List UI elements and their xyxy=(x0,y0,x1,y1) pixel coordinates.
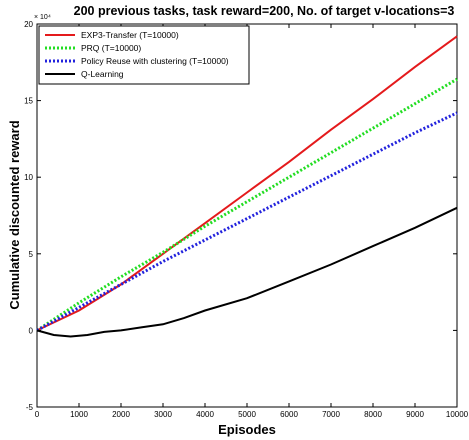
series-group xyxy=(36,35,458,338)
legend: EXP3-Transfer (T=10000) PRQ (T=10000) Poli… xyxy=(38,25,250,85)
y-axis-label: Cumulative discounted reward xyxy=(7,120,22,309)
y-tick-label: 20 xyxy=(24,20,33,29)
x-tick-label: 10000 xyxy=(446,410,469,419)
y-tick-label: 10 xyxy=(24,173,33,182)
x-axis-label: Episodes xyxy=(218,422,276,437)
legend-label: Policy Reuse with clustering (T=10000) xyxy=(81,56,229,66)
series-line-1 xyxy=(36,35,458,332)
x-tick-label: 0 xyxy=(35,410,40,419)
y-axis-multiplier: × 10⁴ xyxy=(34,14,51,21)
x-tick-label: 7000 xyxy=(322,410,340,419)
x-tick-label: 4000 xyxy=(196,410,214,419)
x-tick-label: 5000 xyxy=(238,410,256,419)
y-tick-label: -5 xyxy=(26,403,34,412)
legend-label: Q-Learning xyxy=(81,69,124,79)
y-tick-label: 0 xyxy=(29,326,34,335)
legend-label: PRQ (T=10000) xyxy=(81,43,141,53)
x-tick-label: 2000 xyxy=(112,410,130,419)
axis-ticks: 0 1000 2000 3000 4000 5000 6000 7000 8000 9000 100… xyxy=(24,20,469,419)
y-tick-label: 5 xyxy=(29,250,34,259)
series-line-3 xyxy=(36,111,458,332)
x-tick-label: 9000 xyxy=(406,410,424,419)
series-line-4 xyxy=(36,206,458,338)
x-tick-label: 6000 xyxy=(280,410,298,419)
series-line-2 xyxy=(36,77,458,332)
x-tick-label: 3000 xyxy=(154,410,172,419)
y-tick-label: 15 xyxy=(24,97,33,106)
chart-title: 200 previous tasks, task reward=200, No.… xyxy=(74,4,455,18)
legend-label: EXP3-Transfer (T=10000) xyxy=(81,30,179,40)
x-tick-label: 8000 xyxy=(364,410,382,419)
x-tick-label: 1000 xyxy=(70,410,88,419)
